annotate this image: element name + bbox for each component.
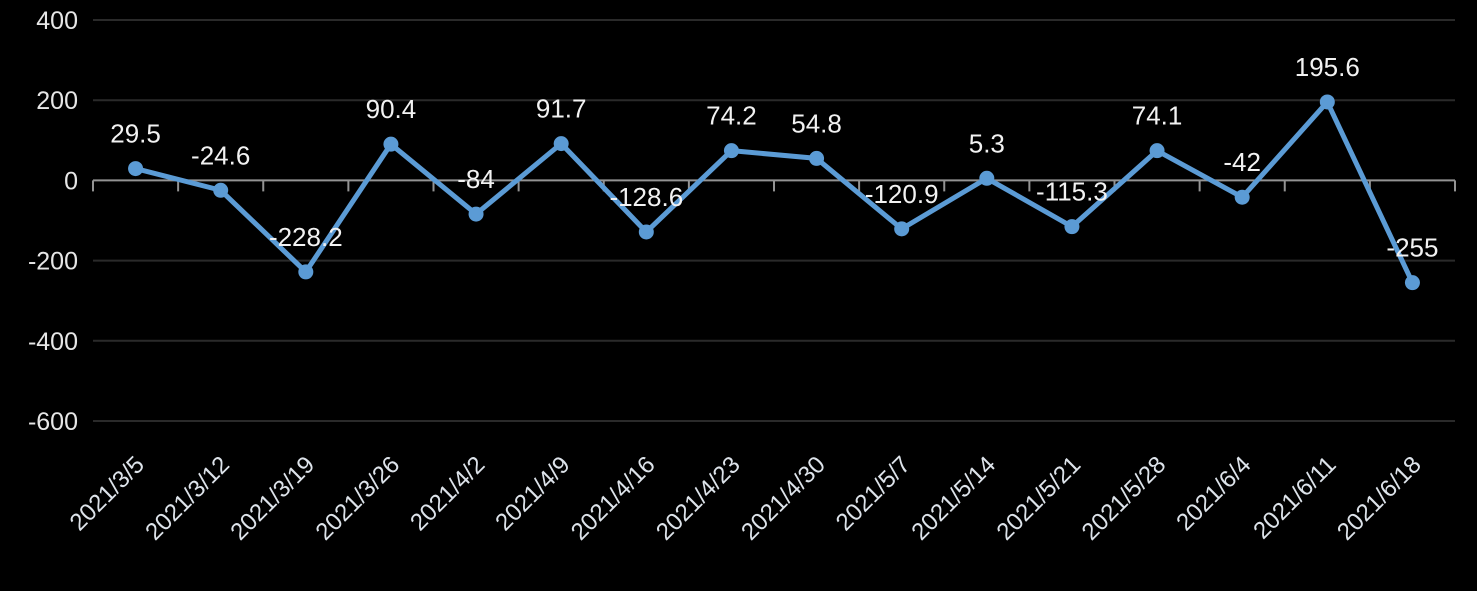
data-point-marker: [553, 136, 569, 152]
x-axis-tick-label: 2021/4/16: [566, 451, 661, 546]
data-label: -255: [1386, 233, 1438, 263]
data-label: -42: [1223, 147, 1261, 177]
data-label: 74.2: [706, 101, 757, 131]
x-axis-tick-label: 2021/6/18: [1332, 451, 1427, 546]
data-label: 29.5: [110, 119, 161, 149]
data-point-marker: [1234, 189, 1250, 205]
data-point-marker: [468, 206, 484, 222]
data-point-marker: [1319, 94, 1335, 110]
data-label: 90.4: [366, 94, 417, 124]
x-axis-tick-label: 2021/3/5: [65, 451, 150, 536]
data-label: 54.8: [791, 108, 842, 138]
y-axis-tick-label: -600: [28, 408, 78, 436]
x-axis-tick-label: 2021/3/26: [311, 451, 406, 546]
data-label: -228.2: [269, 222, 343, 252]
y-axis-tick-label: -400: [28, 328, 78, 356]
data-point-marker: [894, 221, 910, 237]
x-axis-tick-label: 2021/4/30: [736, 451, 831, 546]
series-line: [133, 99, 1415, 286]
data-point-marker: [298, 264, 314, 280]
x-axis-tick-label: 2021/4/23: [651, 451, 746, 546]
data-label: -120.9: [865, 179, 939, 209]
y-axis-tick-label: 200: [36, 87, 78, 115]
data-point-marker: [1149, 143, 1165, 159]
data-label: -84: [457, 164, 495, 194]
data-label: 74.1: [1132, 101, 1183, 131]
data-label: -128.6: [609, 182, 683, 212]
data-point-marker: [213, 182, 229, 198]
data-label: 195.6: [1295, 52, 1360, 82]
x-axis-tick-label: 2021/6/11: [1248, 451, 1341, 544]
x-axis-tick-label: 2021/4/2: [405, 451, 490, 536]
y-axis-tick-label: 400: [36, 7, 78, 35]
data-point-marker: [1064, 219, 1080, 235]
x-axis-tick-label: 2021/3/12: [140, 451, 235, 546]
data-point-marker: [723, 143, 739, 159]
x-axis-tick-label: 2021/3/19: [225, 451, 320, 546]
x-axis-tick-label: 2021/6/4: [1171, 451, 1256, 536]
x-axis-tick-label: 2021/5/28: [1077, 451, 1172, 546]
x-axis-tick-label: 2021/5/21: [992, 451, 1087, 546]
data-point-marker: [128, 161, 144, 177]
data-label: -24.6: [191, 140, 250, 170]
data-point-marker: [979, 170, 995, 186]
data-point-marker: [383, 136, 399, 152]
x-axis-tick-label: 2021/4/9: [490, 451, 575, 536]
x-axis-tick-label: 2021/5/7: [831, 451, 916, 536]
data-label: -115.3: [1036, 177, 1108, 207]
x-axis-tick-label: 2021/5/14: [906, 451, 1001, 546]
data-point-marker: [1404, 275, 1420, 291]
y-axis-tick-label: 0: [64, 167, 78, 195]
data-label: 5.3: [969, 128, 1005, 158]
data-label: 91.7: [536, 94, 587, 124]
data-point-marker: [638, 224, 654, 240]
y-axis-tick-label: -200: [28, 248, 78, 276]
data-point-marker: [809, 150, 825, 166]
